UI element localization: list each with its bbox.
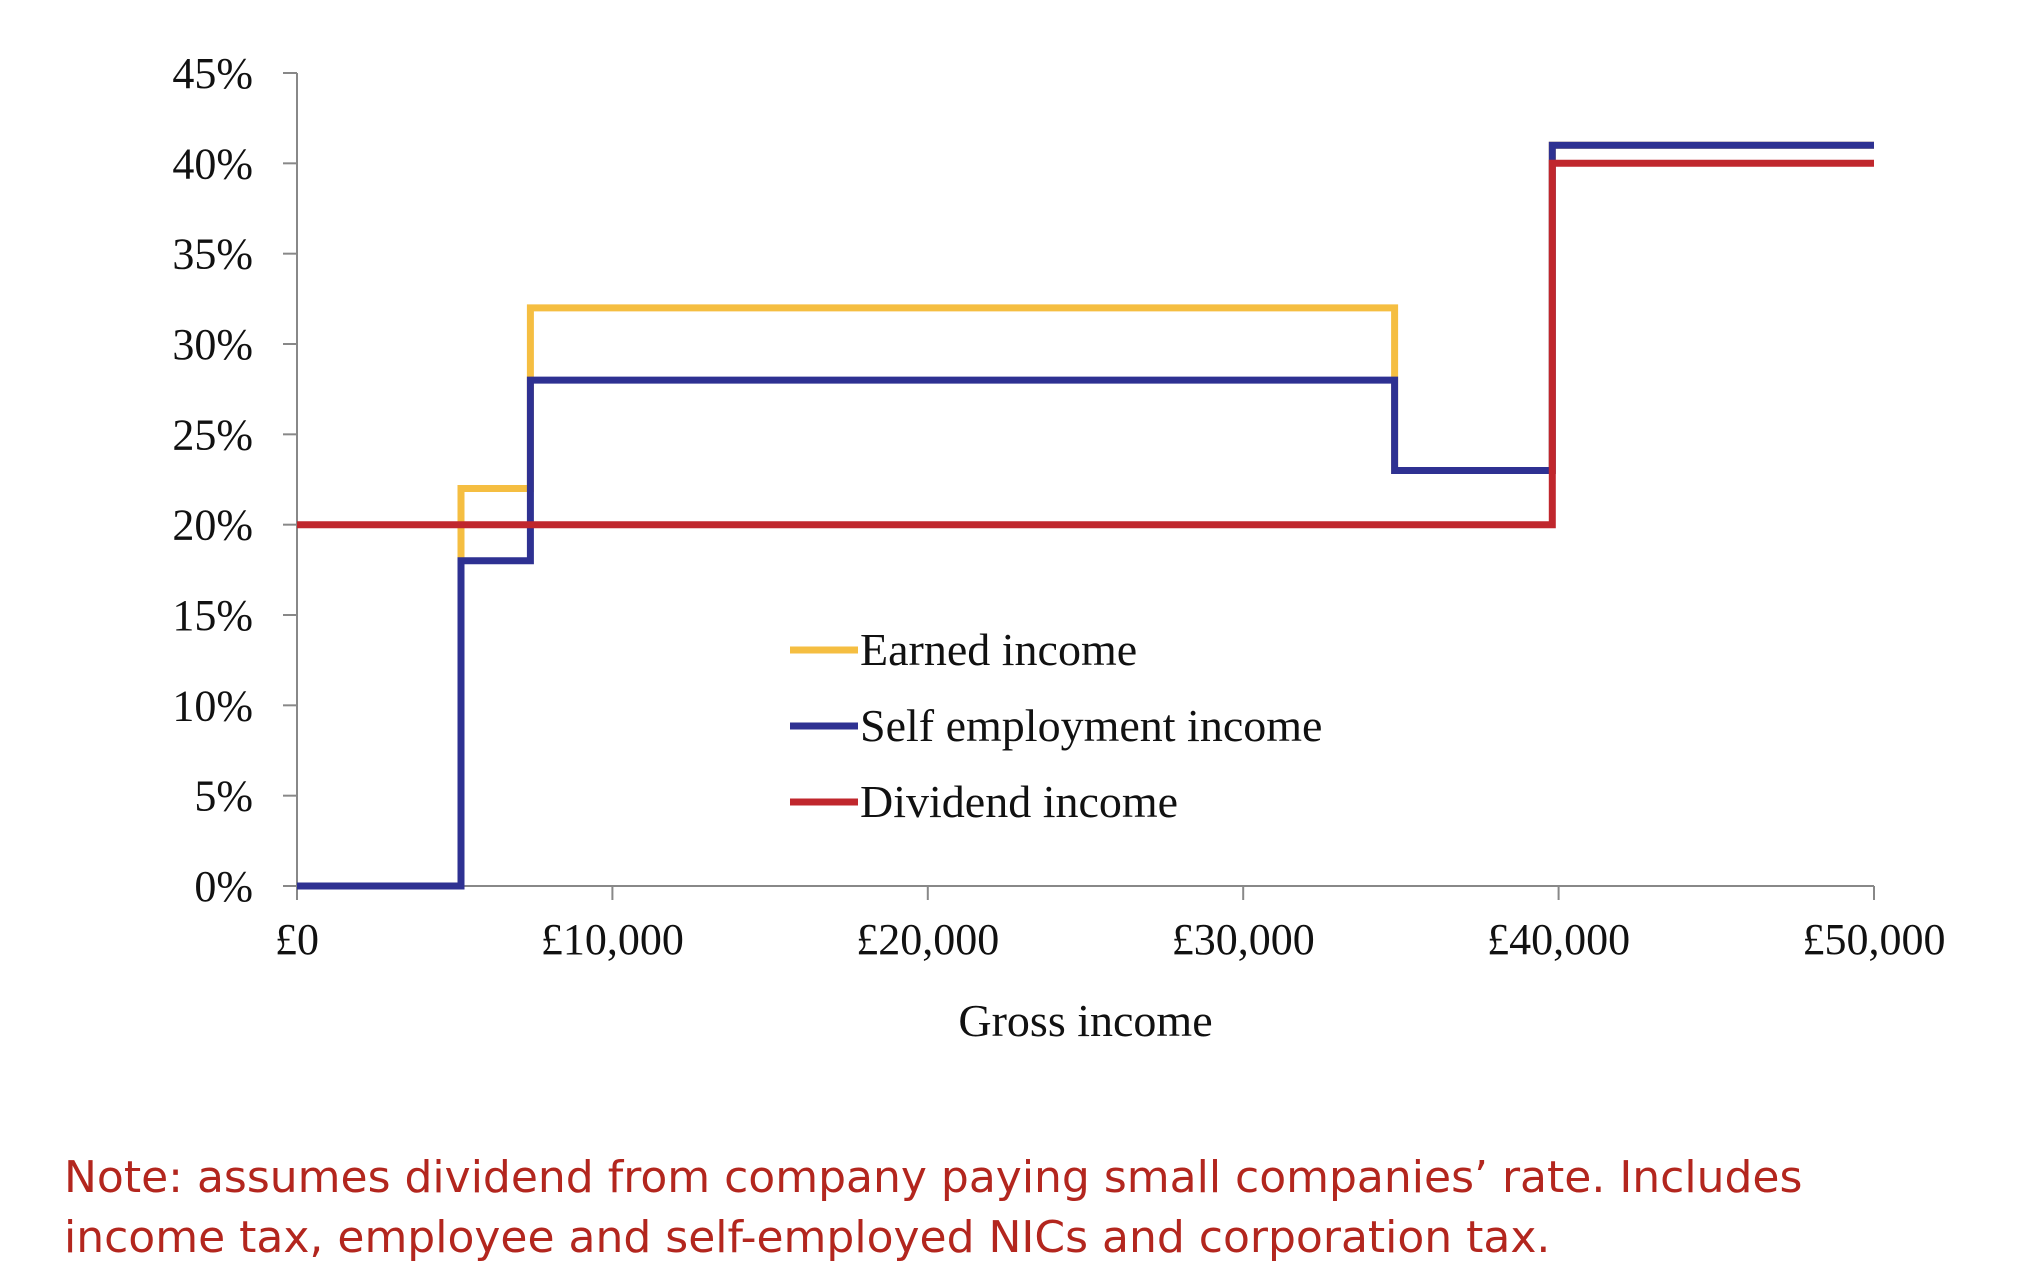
y-tick-label: 20% [172,501,253,550]
y-tick-label: 10% [172,681,253,730]
chart-note: Note: assumes dividend from company payi… [64,1152,1803,1263]
legend: Earned income Self employment income Divid… [790,624,1322,827]
y-tick-label: 35% [172,230,253,279]
y-tick-label: 25% [172,410,253,459]
y-tick-label: 0% [194,862,253,911]
series-layer [297,141,1874,890]
legend-label: Dividend income [860,776,1178,827]
y-tick-label: 30% [172,320,253,369]
x-tick-label: £50,000 [1803,915,1946,964]
x-tick-label: £30,000 [1172,915,1315,964]
x-tick-label: £40,000 [1487,915,1630,964]
axes: 0% 5% 10% 15% 20% 25% 30% 35% 40% 45% £0 £10,000 £20… [172,49,1945,964]
y-tick-label: 40% [172,139,253,188]
legend-label: Earned income [860,624,1137,675]
x-axis-title: Gross income [958,995,1212,1046]
tax-rate-chart: 0% 5% 10% 15% 20% 25% 30% 35% 40% 45% £0 £10,000 £20… [172,49,1945,1046]
series-line-2 [297,141,1874,890]
y-tick-label: 45% [172,49,253,98]
y-tick-label: 15% [172,591,253,640]
x-tick-label: £10,000 [541,915,684,964]
x-tick-label: £20,000 [856,915,999,964]
x-tick-label: £0 [275,915,319,964]
legend-label: Self employment income [860,700,1322,751]
y-tick-label: 5% [194,772,253,821]
series-line-3 [297,159,1874,529]
